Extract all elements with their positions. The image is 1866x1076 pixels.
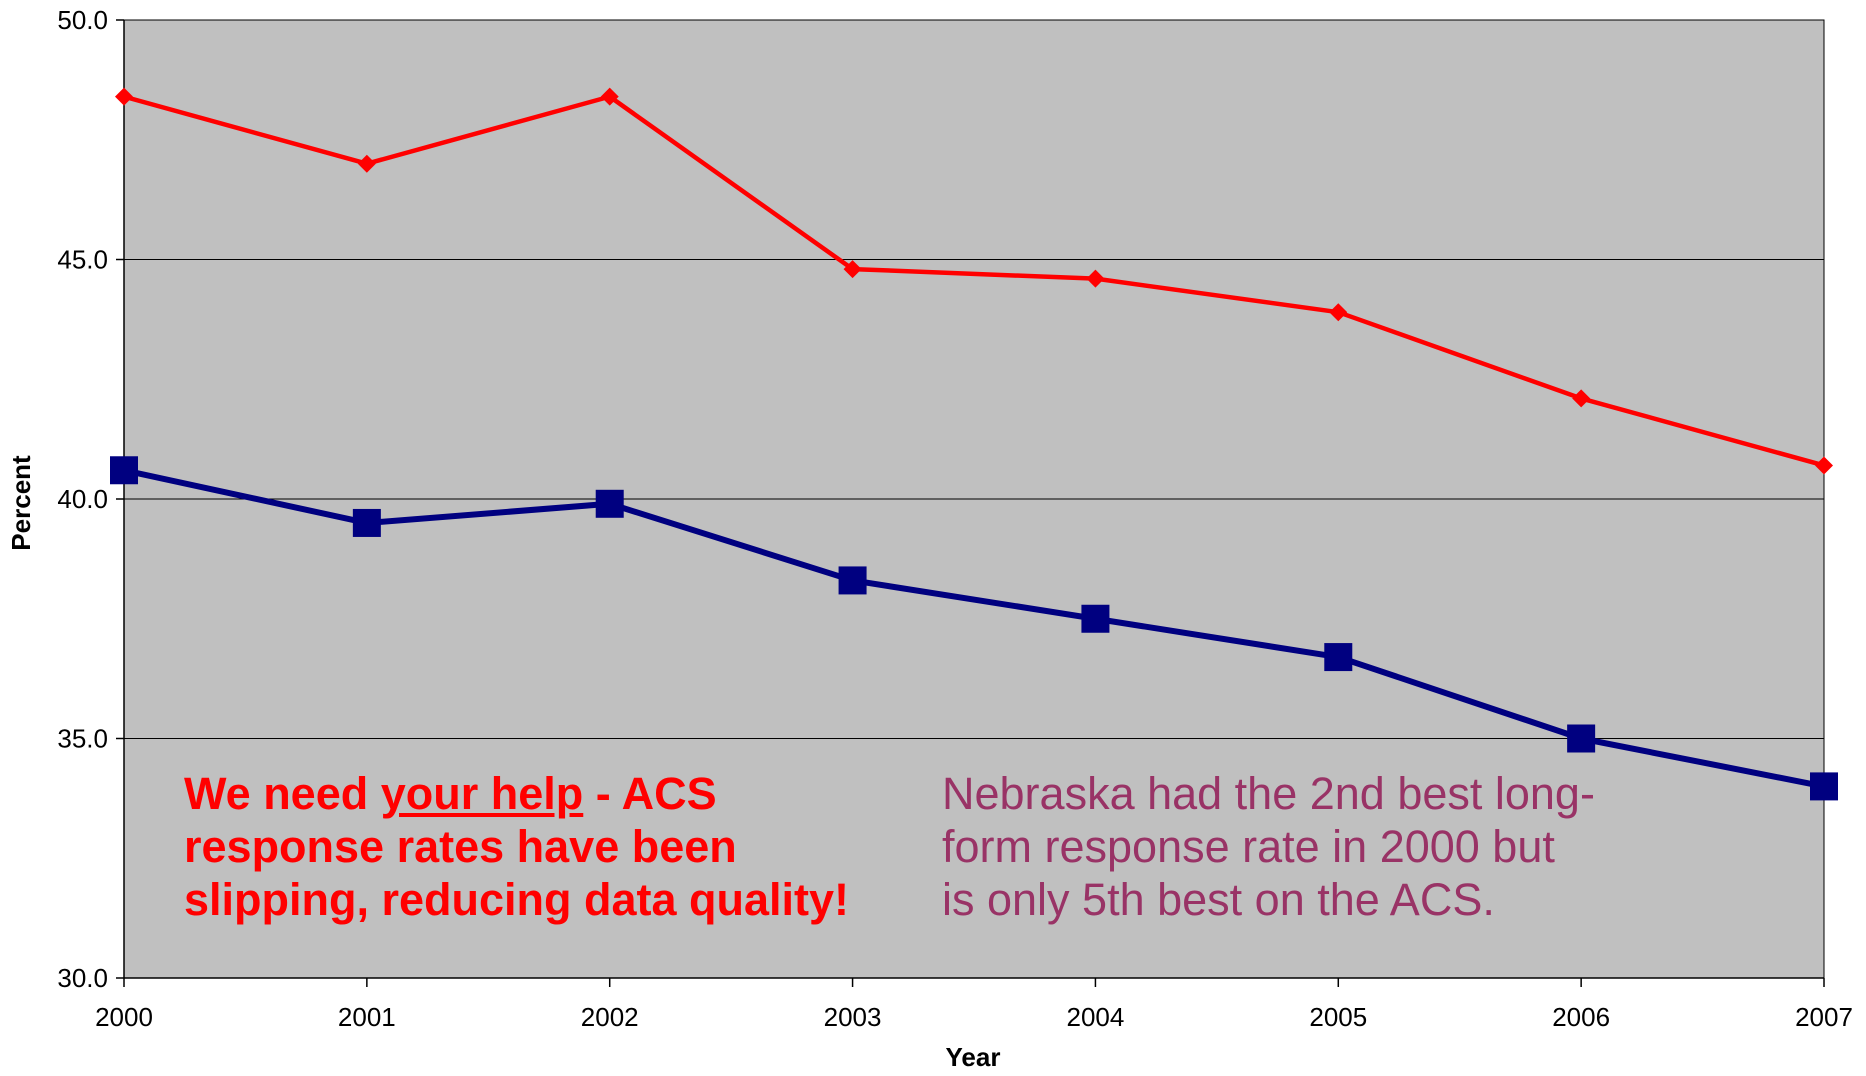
- y-tick-label-30.0: 30.0: [57, 963, 108, 993]
- series-1: [115, 87, 1833, 475]
- y-tick-label-35.0: 35.0: [57, 724, 108, 754]
- series-2-point-2007: [1810, 772, 1838, 801]
- series-lines: [110, 87, 1838, 801]
- series-2-point-2003: [838, 566, 867, 595]
- your-help-emphasis: your help: [380, 768, 584, 819]
- series-2-point-2001: [352, 508, 381, 537]
- y-tick-label-40.0: 40.0: [57, 484, 108, 514]
- series-2-line: [123, 467, 1825, 790]
- gridlines: [124, 19, 1824, 739]
- series-2-point-2006: [1567, 724, 1596, 753]
- x-tick-label-2002: 2002: [581, 1002, 639, 1032]
- x-tick-label-2004: 2004: [1067, 1002, 1125, 1032]
- series-1-point-2002: [600, 87, 619, 106]
- y-tick-label-50.0: 50.0: [57, 5, 108, 35]
- help-annotation-line-2: response rates have been: [184, 821, 737, 872]
- series-1-point-2004: [1086, 269, 1105, 288]
- nebraska-annotation: Nebraska had the 2nd best long- form res…: [942, 767, 1595, 926]
- y-axis-title: Percent: [6, 455, 36, 551]
- x-tick-label-2006: 2006: [1552, 1002, 1610, 1032]
- series-1-line: [123, 94, 1825, 468]
- nebraska-annotation-line-2: form response rate in 2000 but: [942, 821, 1555, 872]
- series-1-point-2000: [115, 87, 133, 106]
- series-1-point-2006: [1572, 389, 1591, 408]
- series-2: [110, 456, 1838, 801]
- y-tick-label-45.0: 45.0: [57, 245, 108, 275]
- series-2-point-2005: [1324, 643, 1353, 672]
- series-1-point-2007: [1815, 456, 1833, 475]
- help-annotation-line-1: We need your help - ACS: [184, 767, 849, 820]
- y-tick-labels: 30.0 35.0 40.0 45.0 50.0: [57, 5, 108, 993]
- x-tick-labels: 2000 2001 2002 2003 2004 2005 2006 2007: [95, 1002, 1853, 1032]
- series-2-point-2000: [110, 456, 138, 485]
- help-text-pre: We need: [184, 768, 381, 819]
- series-1-point-2003: [843, 260, 862, 279]
- series-2-point-2002: [595, 489, 624, 518]
- series-1-point-2005: [1329, 303, 1348, 322]
- x-tick-label-2007: 2007: [1795, 1002, 1853, 1032]
- x-tick-label-2003: 2003: [824, 1002, 882, 1032]
- x-tick-label-2005: 2005: [1309, 1002, 1367, 1032]
- nebraska-annotation-line-1: Nebraska had the 2nd best long-: [942, 768, 1595, 819]
- x-tick-label-2001: 2001: [338, 1002, 396, 1032]
- axes: [116, 19, 1825, 987]
- help-annotation-line-3: slipping, reducing data quality!: [184, 874, 850, 925]
- series-2-point-2004: [1081, 604, 1110, 633]
- help-annotation: We need your help - ACS response rates h…: [184, 767, 849, 926]
- nebraska-annotation-line-3: is only 5th best on the ACS.: [942, 874, 1495, 925]
- help-text-post: - ACS: [583, 768, 717, 819]
- x-tick-label-2000: 2000: [95, 1002, 153, 1032]
- x-axis-title: Year: [946, 1042, 1001, 1072]
- series-1-point-2001: [357, 154, 376, 173]
